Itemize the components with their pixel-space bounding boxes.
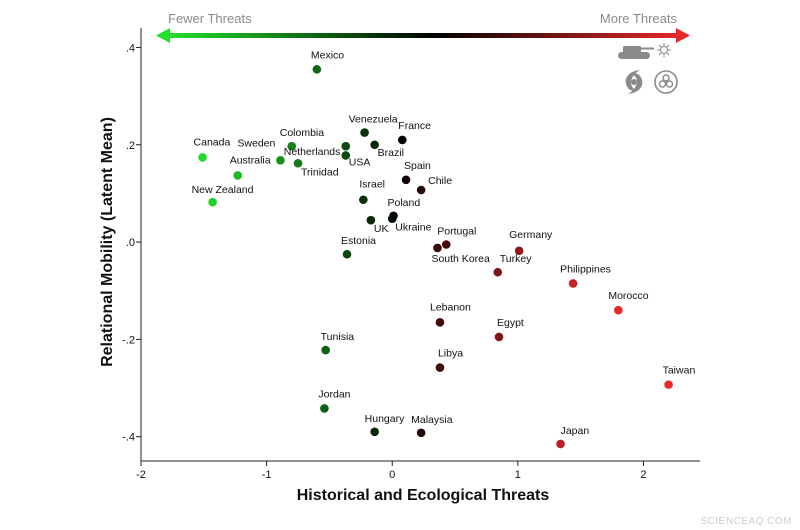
fewer-threats-label: Fewer Threats	[168, 11, 252, 26]
virus-icon	[657, 43, 671, 57]
point-philippines	[568, 279, 578, 288]
axes: -2 -1 0 1 2 .4 .2 .0 -.2 -.4	[122, 28, 700, 481]
point-france	[397, 135, 407, 145]
point-tunisia	[321, 345, 330, 355]
label-sweden: Sweden	[237, 137, 275, 149]
label-japan: Japan	[561, 425, 590, 437]
x-tick-label: -1	[262, 469, 272, 481]
label-hungary: Hungary	[365, 413, 405, 425]
watermark-text: SCIENCEAQ.COM	[700, 516, 792, 527]
point-new-zealand	[208, 197, 217, 207]
label-trinidad: Trinidad	[301, 166, 339, 178]
label-taiwan: Taiwan	[663, 365, 696, 377]
label-malaysia: Malaysia	[411, 414, 453, 426]
y-tick-label: -.4	[122, 432, 135, 444]
threat-gradient-bar	[168, 33, 680, 38]
label-philippines: Philippines	[560, 263, 611, 275]
label-mexico: Mexico	[311, 49, 344, 61]
label-south-korea: South Korea	[431, 253, 490, 265]
y-tick-label: .4	[126, 42, 135, 54]
hurricane-icon	[625, 70, 643, 94]
label-turkey: Turkey	[500, 253, 532, 265]
data-points	[198, 65, 673, 449]
point-south-korea	[433, 243, 442, 253]
threat-icons	[618, 43, 678, 94]
x-tick-label: -2	[136, 469, 146, 481]
point-netherlands	[341, 141, 351, 151]
point-ukraine	[387, 214, 397, 224]
point-sweden	[276, 156, 285, 165]
label-morocco: Morocco	[608, 290, 648, 302]
label-israel: Israel	[359, 179, 385, 191]
label-tunisia: Tunisia	[321, 331, 355, 343]
point-chile	[416, 185, 426, 195]
label-spain: Spain	[404, 160, 431, 172]
label-estonia: Estonia	[341, 235, 376, 247]
point-turkey	[493, 267, 503, 277]
y-tick-label: .2	[126, 140, 135, 152]
label-ukraine: Ukraine	[395, 222, 431, 234]
point-lebanon	[435, 318, 445, 327]
biohazard-icon	[654, 70, 678, 94]
label-portugal: Portugal	[437, 226, 476, 238]
point-trinidad	[293, 158, 303, 168]
label-egypt: Egypt	[497, 317, 524, 329]
point-spain	[401, 175, 411, 185]
label-chile: Chile	[428, 175, 452, 187]
point-germany	[514, 246, 524, 256]
y-ticks: .4 .2 .0 -.2 -.4	[122, 42, 141, 444]
label-new-zealand: New Zealand	[192, 184, 254, 196]
point-egypt	[494, 332, 504, 342]
label-canada: Canada	[194, 136, 231, 148]
point-portugal	[441, 240, 451, 249]
point-mexico	[312, 65, 322, 74]
point-taiwan	[664, 380, 673, 389]
label-netherlands: Netherlands	[284, 146, 341, 158]
label-france: France	[398, 120, 431, 132]
point-canada	[198, 153, 207, 162]
point-jordan	[320, 404, 329, 413]
threat-scale: Fewer Threats More Threats	[156, 11, 690, 43]
point-israel	[359, 195, 368, 205]
right-arrowhead-icon	[676, 28, 690, 43]
point-venezuela	[360, 128, 369, 137]
point-libya	[435, 363, 445, 372]
x-tick-label: 0	[389, 469, 395, 481]
label-brazil: Brazil	[378, 147, 404, 159]
point-japan	[556, 439, 565, 449]
point-morocco	[614, 305, 623, 315]
left-arrowhead-icon	[156, 28, 170, 43]
label-uk: UK	[374, 223, 389, 235]
point-australia	[233, 171, 243, 180]
label-australia: Australia	[230, 154, 271, 166]
label-lebanon: Lebanon	[430, 301, 471, 313]
point-usa	[341, 151, 351, 160]
y-axis-title: Relational Mobility (Latent Mean)	[99, 117, 116, 367]
point-hungary	[370, 427, 379, 437]
x-axis-title: Historical and Ecological Threats	[297, 487, 550, 504]
point-malaysia	[416, 428, 426, 438]
label-venezuela: Venezuela	[349, 114, 398, 126]
label-usa: USA	[349, 156, 371, 168]
x-tick-label: 1	[515, 469, 521, 481]
point-colombia	[287, 141, 297, 151]
x-ticks: -2 -1 0 1 2	[136, 461, 647, 481]
label-jordan: Jordan	[318, 388, 350, 400]
label-germany: Germany	[509, 229, 553, 241]
more-threats-label: More Threats	[600, 11, 678, 26]
label-colombia: Colombia	[280, 127, 325, 139]
y-tick-label: -.2	[122, 334, 135, 346]
point-estonia	[342, 249, 352, 259]
label-libya: Libya	[438, 348, 463, 360]
y-tick-label: .0	[126, 237, 135, 249]
point-uk	[366, 215, 376, 225]
tank-icon	[618, 46, 654, 59]
x-tick-label: 2	[640, 469, 646, 481]
label-poland: Poland	[387, 197, 420, 209]
point-brazil	[370, 140, 379, 150]
